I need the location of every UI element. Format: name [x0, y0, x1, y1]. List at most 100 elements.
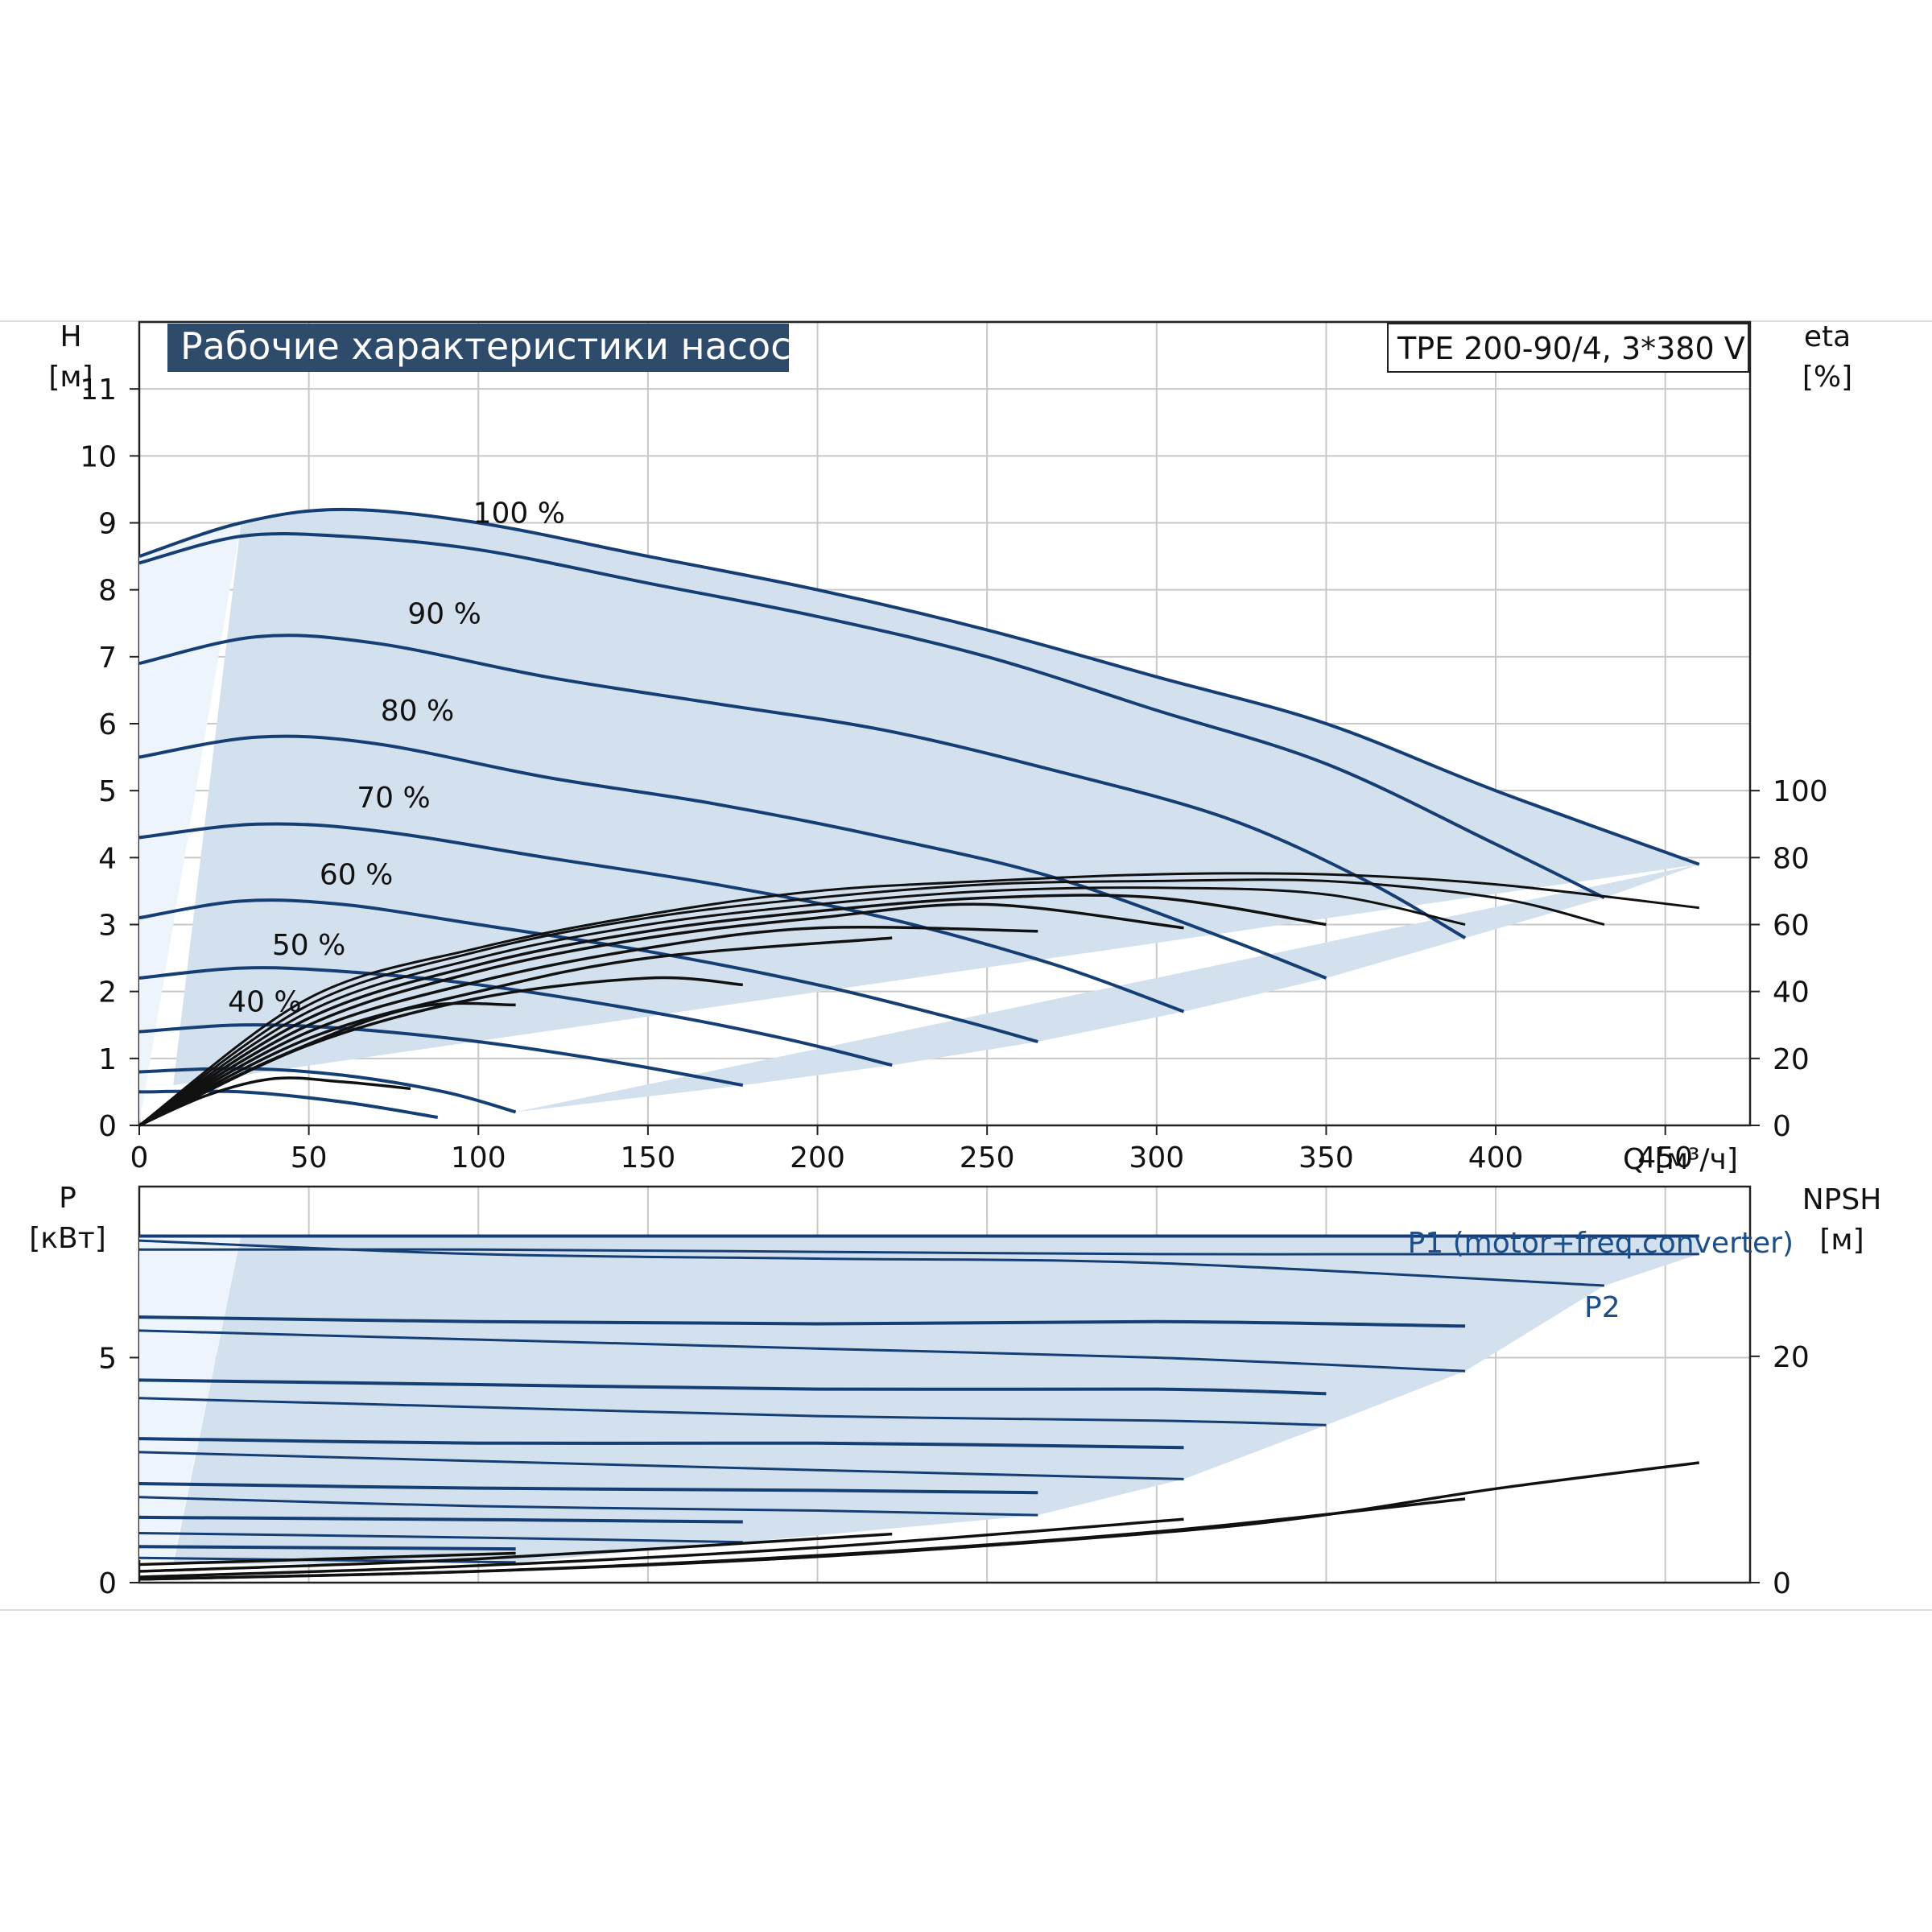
x-tick-label: 150 [621, 1141, 676, 1174]
efficiency-curve [138, 1076, 411, 1127]
efficiency-curve [138, 936, 893, 1127]
speed-curve-label: 80 % [381, 695, 454, 728]
p1-curve [138, 1437, 1184, 1450]
power-panel: 05 020 P [кВт] NPSH [м] P1 (motor+freq.c… [29, 1182, 1881, 1600]
eta-tick-label: 40 [1773, 976, 1810, 1009]
h-axis-unit: [м] [48, 361, 93, 394]
eta-tick-label: 80 [1773, 842, 1810, 875]
npsh-axis-unit: [м] [1819, 1224, 1864, 1257]
q-axis-label: Q [м³/ч] [1623, 1143, 1738, 1176]
speed-curve [138, 822, 1185, 1013]
eta-tick-label: 20 [1773, 1043, 1810, 1076]
npsh-tick-label: 20 [1773, 1341, 1810, 1374]
speed-curve [138, 531, 1605, 899]
y-tick-label: 1 [98, 1043, 117, 1076]
y-tick-label: 0 [98, 1110, 117, 1143]
p2-curve [138, 1397, 1327, 1426]
y-tick-label: 6 [98, 708, 117, 741]
speed-curve [138, 734, 1327, 980]
x-tick-label: 250 [960, 1141, 1015, 1174]
efficiency-curve [138, 902, 1184, 1127]
npsh-axis-ticks: 0 20 [1750, 1341, 1810, 1600]
p1-curve [138, 1315, 1466, 1328]
q-axis-ticks: 0 50 100 150 200 250 300 350 400 450 [130, 1125, 1693, 1174]
p1-curve [138, 1545, 516, 1551]
p2-curve [138, 1451, 1184, 1480]
speed-curve [138, 507, 1700, 866]
npsh-tick-label: 0 [1773, 1567, 1791, 1600]
head-panel: 0 50 100 150 200 250 300 350 400 450 012345678910… [48, 320, 1852, 1176]
x-tick-label: 0 [130, 1141, 149, 1174]
p2-curve [138, 1532, 743, 1544]
p1-curve [138, 1515, 743, 1524]
x-tick-label: 100 [451, 1141, 506, 1174]
speed-curve-labels: 100 % 90 % 80 % 70 % 60 % 50 % 40 % [228, 497, 565, 1019]
p-axis-ticks: 05 [98, 1342, 139, 1600]
p2-curve [138, 1239, 1604, 1287]
operating-area [173, 1236, 1699, 1565]
x-tick-label: 450 [1637, 1141, 1693, 1174]
efficiency-curve [138, 878, 1605, 1127]
speed-curve [138, 1067, 517, 1114]
y-tick-label: 5 [98, 775, 117, 808]
efficiency-curve [138, 886, 1466, 1127]
speed-curve-label: 100 % [473, 497, 565, 530]
speed-curve [138, 1023, 744, 1088]
y-tick-label: 10 [80, 440, 117, 473]
chart-title: Рабочие характеристики насоса [180, 324, 814, 368]
npsh-curve [138, 1551, 516, 1567]
x-tick-label: 200 [790, 1141, 845, 1174]
operating-area [173, 509, 1699, 1113]
eta-tick-label: 0 [1773, 1110, 1791, 1143]
efficiency-curves [138, 872, 1699, 1127]
speed-curve-label: 50 % [272, 929, 345, 962]
speed-curve-label: 60 % [320, 859, 393, 892]
y-tick-label: 3 [98, 910, 117, 943]
npsh-axis-label: NPSH [1802, 1183, 1882, 1216]
legend-p1: P1 (motor+freq.converter) [1408, 1227, 1794, 1260]
title-box [167, 324, 789, 372]
eta-tick-label: 60 [1773, 910, 1810, 943]
p-tick-label: 5 [98, 1342, 117, 1375]
efficiency-curve [138, 925, 1038, 1127]
p2-curve [138, 1329, 1466, 1373]
p-axis-unit: [кВт] [29, 1222, 106, 1255]
y-tick-label: 11 [80, 374, 117, 407]
eta-axis-unit: [%] [1802, 361, 1852, 394]
x-tick-label: 400 [1468, 1141, 1524, 1174]
speed-curve [138, 898, 1038, 1043]
y-tick-label: 9 [98, 508, 117, 541]
efficiency-curve [138, 894, 1327, 1127]
legend-p2: P2 [1584, 1291, 1620, 1324]
npsh-curve [138, 1532, 893, 1573]
power-curves [138, 1234, 1700, 1581]
x-tick-label: 300 [1129, 1141, 1184, 1174]
eta-axis-label: eta [1804, 320, 1851, 353]
y-tick-label: 7 [98, 642, 117, 675]
p2-curve [138, 1248, 1699, 1256]
x-tick-label: 350 [1298, 1141, 1354, 1174]
model-label: TPE 200-90/4, 3*380 V [1397, 331, 1745, 366]
y-tick-label: 8 [98, 575, 117, 608]
h-axis-label: H [60, 320, 81, 353]
x-tick-label: 50 [291, 1141, 328, 1174]
p1-curve [138, 1378, 1327, 1396]
speed-curve [138, 966, 893, 1067]
model-box [1387, 323, 1749, 373]
h-axis-ticks: 0 1 2 3 4 5 6 7 8 9 10 11 [80, 374, 139, 1143]
p2-curve [138, 1496, 1038, 1517]
p-axis-label: P [59, 1182, 76, 1215]
p1-curve [138, 1482, 1038, 1495]
efficiency-curve [138, 872, 1699, 1127]
efficiency-curve [138, 1001, 516, 1127]
y-tick-label: 2 [98, 976, 117, 1009]
npsh-curve [138, 1517, 1184, 1579]
speed-curve-label: 70 % [357, 782, 430, 815]
speed-curve-label: 90 % [407, 597, 481, 630]
speed-curve [138, 634, 1467, 939]
eta-tick-label: 100 [1773, 775, 1828, 808]
p-tick-label: 0 [98, 1567, 117, 1600]
eta-axis-ticks: 0 20 40 60 80 100 [1750, 775, 1828, 1143]
